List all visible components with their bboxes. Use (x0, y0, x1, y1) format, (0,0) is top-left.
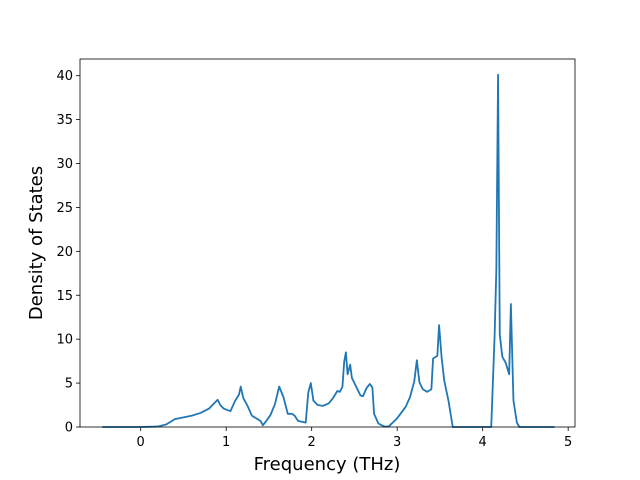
x-tick-label: 1 (222, 435, 230, 450)
y-axis-label: Density of States (26, 166, 47, 320)
y-tick-label: 0 (65, 421, 73, 436)
x-tick-label: 3 (393, 435, 401, 450)
y-tick-label: 35 (56, 113, 73, 128)
axes-frame (79, 58, 576, 428)
x-tick-label: 4 (479, 435, 487, 450)
y-tick-label: 40 (56, 69, 73, 84)
x-tick-label: 2 (308, 435, 316, 450)
x-tick-label: 0 (137, 435, 145, 450)
line (102, 73, 555, 428)
y-tick-label: 20 (56, 245, 73, 260)
x-axis-label: Frequency (THz) (254, 454, 401, 475)
y-tick-label: 10 (56, 333, 73, 348)
y-tick-label: 25 (56, 201, 73, 216)
y-tick-label: 30 (56, 157, 73, 172)
y-tick-label: 5 (65, 377, 73, 392)
y-tick-label: 15 (56, 289, 73, 304)
x-tick-label: 5 (564, 435, 572, 450)
